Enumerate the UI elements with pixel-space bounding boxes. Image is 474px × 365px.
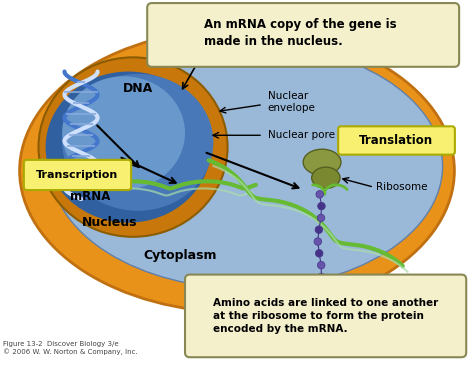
FancyBboxPatch shape	[185, 274, 466, 357]
Ellipse shape	[46, 72, 211, 223]
Circle shape	[317, 214, 325, 222]
FancyBboxPatch shape	[24, 160, 131, 190]
Ellipse shape	[62, 74, 213, 211]
Ellipse shape	[19, 29, 455, 312]
FancyBboxPatch shape	[147, 3, 459, 67]
Circle shape	[315, 250, 323, 257]
Circle shape	[316, 191, 323, 198]
Circle shape	[318, 261, 325, 269]
Ellipse shape	[38, 57, 228, 237]
Text: Ribosome: Ribosome	[376, 182, 428, 192]
Ellipse shape	[312, 167, 340, 188]
Text: DNA: DNA	[123, 81, 153, 95]
Text: Transcription: Transcription	[36, 170, 118, 180]
Ellipse shape	[303, 149, 341, 175]
Circle shape	[315, 226, 323, 234]
Text: Nucleus: Nucleus	[82, 216, 137, 229]
Circle shape	[314, 238, 321, 245]
Text: Figure 13-2  Discover Biology 3/e
© 2006 W. W. Norton & Company, Inc.: Figure 13-2 Discover Biology 3/e © 2006 …	[3, 341, 138, 355]
Text: Cytoplasm: Cytoplasm	[144, 249, 217, 262]
Text: Nuclear pore: Nuclear pore	[268, 130, 335, 140]
Text: Nuclear
envelope: Nuclear envelope	[268, 91, 316, 113]
Circle shape	[316, 285, 323, 292]
Circle shape	[318, 202, 325, 210]
Text: Translation: Translation	[359, 134, 433, 147]
Ellipse shape	[62, 76, 185, 189]
Text: mRNA: mRNA	[70, 190, 110, 203]
Circle shape	[318, 273, 325, 281]
Text: An mRNA copy of the gene is
made in the nucleus.: An mRNA copy of the gene is made in the …	[204, 18, 397, 48]
Text: Amino acids are linked to one another
at the ribosome to form the protein
encode: Amino acids are linked to one another at…	[213, 298, 438, 334]
FancyBboxPatch shape	[338, 126, 455, 155]
Ellipse shape	[50, 43, 443, 289]
